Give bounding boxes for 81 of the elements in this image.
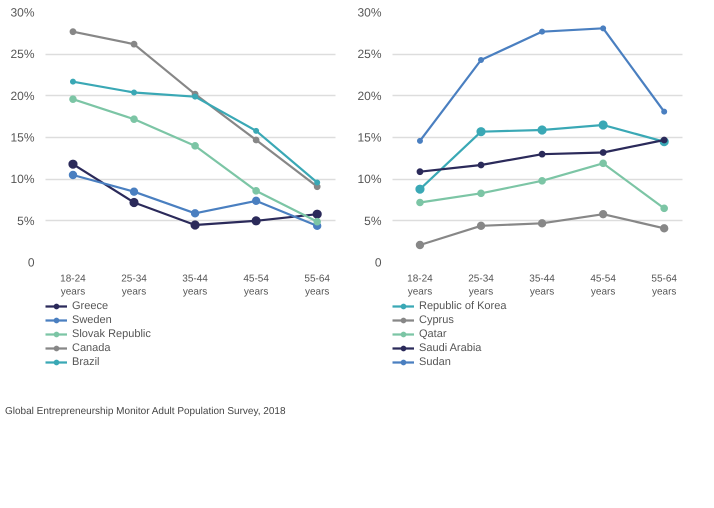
x-tick-label: 55-64 years: [651, 274, 678, 298]
x-tick-label: 35-44 years: [529, 274, 556, 298]
y-tick-label: 25%: [357, 47, 382, 62]
legend-label: Cyprus: [419, 314, 454, 326]
y-tick-label: 0: [28, 256, 35, 270]
x-tick-label: 25-34 years: [121, 274, 148, 298]
point: [192, 94, 198, 100]
y-tick-label: 20%: [357, 88, 382, 103]
legend-label: Brazil: [72, 356, 100, 368]
point: [598, 120, 608, 130]
point: [660, 224, 668, 233]
point: [415, 184, 425, 194]
point: [416, 168, 424, 176]
point: [599, 160, 607, 168]
point: [68, 170, 78, 180]
y-tick-label: 20%: [10, 88, 35, 103]
point: [598, 210, 608, 218]
y-tick-label: 30%: [10, 6, 35, 20]
point: [538, 150, 546, 158]
y-tick-label: 25%: [10, 47, 35, 62]
point: [538, 219, 546, 228]
point: [131, 90, 138, 96]
point: [416, 198, 424, 206]
point: [252, 136, 260, 144]
point: [661, 108, 668, 115]
point: [190, 209, 200, 218]
point: [600, 149, 607, 156]
point: [313, 218, 321, 226]
point: [660, 136, 668, 144]
y-tick-label: 0: [374, 256, 382, 270]
point: [660, 204, 668, 212]
x-tick-label: 45-54 years: [243, 274, 270, 298]
point: [253, 128, 260, 134]
point: [312, 210, 322, 219]
y-tick-label: 30%: [357, 6, 382, 20]
point: [600, 25, 606, 32]
legend-label: Canada: [72, 342, 111, 354]
point: [416, 138, 423, 144]
point: [68, 160, 78, 169]
point: [130, 40, 138, 48]
x-tick-label: 35-44 years: [182, 274, 208, 298]
point: [478, 57, 484, 63]
point: [539, 28, 546, 35]
point: [191, 142, 199, 150]
point: [130, 187, 138, 196]
x-tick-label: 18-24 years: [407, 274, 434, 298]
text: Global Entrepreneurship Monitor Adult Population Survey, 2018: [5, 405, 286, 419]
point: [129, 198, 139, 208]
point: [70, 28, 76, 36]
point: [476, 127, 486, 136]
point: [537, 125, 547, 135]
legend-label: Greece: [72, 300, 108, 312]
point: [314, 180, 320, 186]
x-tick-label: 55-64 years: [304, 274, 330, 298]
point: [69, 95, 77, 103]
legend-label: Slovak Republic: [72, 328, 151, 340]
point: [252, 187, 260, 195]
y-tick-label: 15%: [357, 130, 382, 144]
legend-label: Republic of Korea: [419, 300, 506, 312]
point: [538, 177, 546, 185]
legend-label: Saudi Arabia: [419, 342, 482, 354]
x-tick-label: 18-24 years: [60, 274, 86, 298]
y-tick-label: 10%: [357, 172, 382, 186]
point: [252, 216, 261, 226]
x-tick-label: 45-54 years: [590, 274, 616, 298]
point: [478, 162, 484, 168]
point: [190, 220, 200, 230]
y-tick-label: 15%: [10, 130, 35, 144]
y-tick-label: 10%: [10, 172, 35, 186]
point: [477, 190, 485, 198]
legend-label: Sudan: [419, 356, 451, 368]
point: [476, 222, 486, 230]
legend-label: Sweden: [72, 314, 112, 326]
legend-label: Qatar: [419, 328, 447, 340]
y-tick-label: 5%: [17, 214, 35, 228]
point: [130, 115, 138, 123]
point: [416, 240, 424, 250]
y-tick-label: 5%: [364, 214, 382, 228]
x-tick-label: 25-34 years: [468, 274, 494, 298]
point: [252, 196, 260, 206]
point: [70, 78, 76, 85]
